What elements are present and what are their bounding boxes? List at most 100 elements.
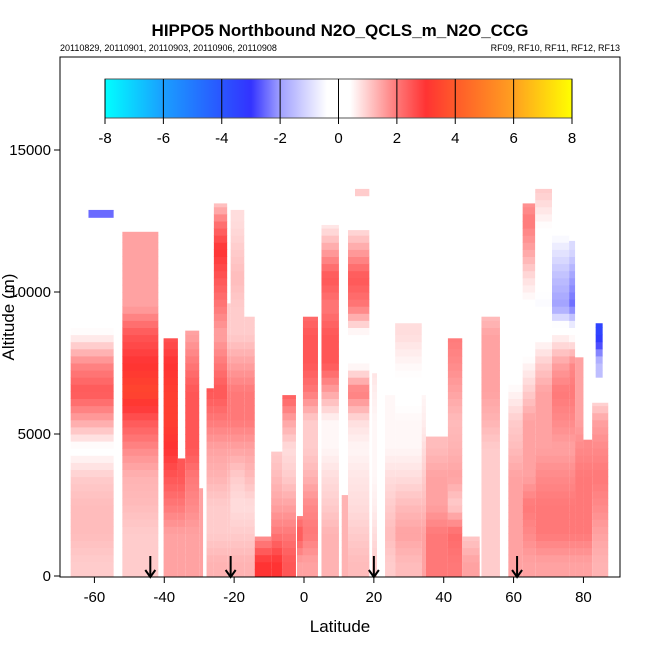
heatmap-cell [163,519,178,527]
heatmap-cell [535,497,553,506]
curtain-column [297,516,303,577]
heatmap-cell [575,434,584,442]
heatmap-cell [70,405,114,414]
heatmap-cell [282,462,296,470]
heatmap-cell [447,419,463,428]
heatmap-cell [227,554,231,563]
heatmap-cell [447,384,463,392]
y-tick-label: 0 [43,568,51,585]
heatmap-cell [177,533,186,541]
heatmap-cell [321,426,339,435]
heatmap-cell [462,568,480,577]
heatmap-cell [122,370,159,378]
heatmap-cell [552,363,570,371]
colorbar-tick-label: -8 [98,130,111,147]
heatmap-cell [447,554,463,563]
heatmap-cell [122,377,159,385]
heatmap-cell [508,419,523,428]
heatmap-cell [372,377,378,385]
heatmap-cell [282,434,296,442]
heatmap-cell [447,441,463,449]
heatmap-cell [421,540,426,549]
heatmap-cell [385,561,396,570]
heatmap-cell [282,441,296,449]
heatmap-cell [185,341,200,350]
heatmap-cell [122,512,159,520]
heatmap-cell [185,391,200,399]
heatmap-cell [395,419,422,428]
heatmap-cell [122,256,159,265]
heatmap-cell [321,483,339,492]
heatmap-cell [372,483,378,492]
heatmap-cell [213,377,228,385]
heatmap-cell [348,270,370,279]
heatmap-cell [583,568,593,577]
heatmap-cell [552,270,570,279]
heatmap-cell [395,483,422,492]
heatmap-cell [70,462,114,470]
heatmap-cell [385,568,396,577]
heatmap-cell [508,519,523,527]
heatmap-cell [163,512,178,520]
heatmap-cell [302,419,318,428]
heatmap-cell [206,391,214,399]
curtain-column [70,224,114,577]
heatmap-cell [70,533,114,541]
heatmap-cell [575,469,584,478]
heatmap-cell [552,554,570,563]
heatmap-cell [421,398,426,407]
heatmap-cell [302,540,318,549]
heatmap-cell [321,348,339,357]
heatmap-cell [522,434,536,442]
heatmap-cell [244,363,255,371]
heatmap-cell [206,412,214,421]
heatmap-cell [230,334,245,343]
heatmap-cell [282,568,296,577]
heatmap-cell [522,284,536,293]
heatmap-cell [552,547,570,556]
heatmap-cell [227,412,231,421]
heatmap-cell [321,505,339,513]
heatmap-cell [569,355,576,364]
heatmap-cell [163,441,178,449]
curtain-column [185,330,200,577]
heatmap-cell [385,441,396,449]
heatmap-cell [230,547,245,556]
heatmap-cell [163,554,178,563]
heatmap-cell [447,398,463,407]
heatmap-cell [569,526,576,534]
heatmap-cell [206,469,214,478]
heatmap-cell [552,526,570,534]
heatmap-cell [227,306,231,314]
heatmap-cell [163,448,178,456]
heatmap-cell [227,568,231,577]
heatmap-cell [297,568,303,577]
heatmap-cell [348,391,370,399]
heatmap-cell [321,533,339,541]
heatmap-cell [395,533,422,541]
heatmap-cell [575,519,584,527]
heatmap-cell [199,488,204,492]
heatmap-cell [522,228,536,236]
heatmap-cell [348,370,370,378]
heatmap-cell [447,338,463,343]
heatmap-cell [185,412,200,421]
heatmap-cell [227,327,231,336]
heatmap-cell [481,341,500,350]
curtain-column [177,458,186,577]
heatmap-cell [583,476,593,485]
heatmap-cell [575,370,584,378]
heatmap-cell [341,519,349,527]
heatmap-cell [282,398,296,407]
heatmap-cell [425,568,448,577]
heatmap-cell [213,284,228,293]
heatmap-cell [227,426,231,435]
heatmap-cell [185,476,200,485]
heatmap-cell [230,476,245,485]
heatmap-cell [522,341,536,350]
heatmap-cell [230,455,245,463]
heatmap-cell [297,526,303,534]
colorbar-tick-label: -2 [273,130,286,147]
heatmap-cell [230,256,245,265]
heatmap-cell [552,405,570,414]
